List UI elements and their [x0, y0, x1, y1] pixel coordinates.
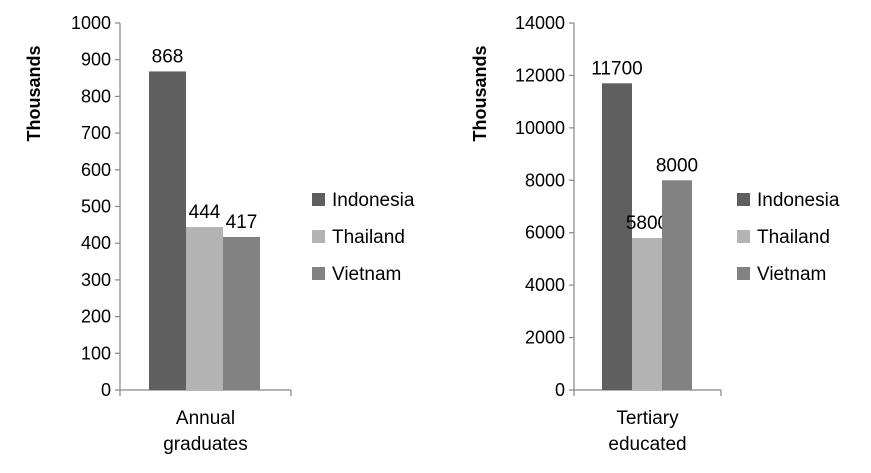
legend-swatch-indonesia — [737, 193, 750, 206]
y-tick-label: 700 — [81, 123, 111, 143]
y-tick-label: 900 — [81, 50, 111, 70]
legend-label-vietnam: Vietnam — [757, 264, 826, 285]
y-axis-title: Thousands — [470, 45, 490, 141]
y-tick-label: 14000 — [515, 13, 565, 33]
legend-label-thailand: Thailand — [757, 227, 830, 248]
data-label-thailand: 444 — [189, 202, 221, 223]
bar-indonesia — [149, 71, 186, 390]
y-tick-label: 100 — [81, 343, 111, 363]
legend-swatch-vietnam — [737, 267, 750, 280]
y-tick-label: 800 — [81, 86, 111, 106]
y-tick-label: 400 — [81, 233, 111, 253]
data-label-indonesia: 11700 — [591, 58, 642, 79]
bar-vietnam — [223, 236, 260, 390]
y-tick-label: 600 — [81, 160, 111, 180]
y-axis-title: Thousands — [24, 45, 44, 141]
legend-label-indonesia: Indonesia — [332, 190, 415, 211]
chart-tertiary-educated: 0 2000 4000 6000 8000 10000 12000 14000 Thousand… — [470, 13, 840, 455]
data-label-vietnam: 417 — [226, 212, 258, 233]
y-tick-label: 0 — [101, 380, 111, 400]
category-label: Annual graduates — [163, 408, 248, 455]
legend-label-indonesia: Indonesia — [757, 190, 840, 211]
y-tick-label: 2000 — [525, 328, 565, 348]
chart-annual-graduates: 0 100 200 300 400 500 600 700 800 900 1000 Thousand… — [24, 13, 415, 455]
y-tick-label: 200 — [81, 307, 111, 327]
legend-label-vietnam: Vietnam — [332, 264, 401, 285]
legend-swatch-thailand — [312, 230, 325, 243]
data-label-thailand: 5800 — [626, 213, 668, 234]
data-label-vietnam: 8000 — [656, 155, 698, 176]
y-tick-label: 300 — [81, 270, 111, 290]
bar-thailand — [186, 227, 223, 390]
bar-vietnam — [662, 180, 692, 390]
legend-swatch-thailand — [737, 230, 750, 243]
y-tick-label: 0 — [555, 380, 565, 400]
y-tick-label: 500 — [81, 197, 111, 217]
legend-swatch-vietnam — [312, 267, 325, 280]
y-tick-label: 12000 — [515, 65, 565, 85]
legend-swatch-indonesia — [312, 193, 325, 206]
y-tick-label: 10000 — [515, 118, 565, 138]
y-tick-label: 4000 — [525, 275, 565, 295]
data-label-indonesia: 868 — [152, 46, 184, 67]
y-tick-label: 8000 — [525, 170, 565, 190]
y-tick-label: 6000 — [525, 223, 565, 243]
category-label: Tertiary educated — [608, 408, 686, 455]
y-tick-label: 1000 — [71, 13, 111, 33]
legend-label-thailand: Thailand — [332, 227, 405, 248]
bar-indonesia — [602, 83, 632, 391]
bar-thailand — [632, 237, 662, 390]
